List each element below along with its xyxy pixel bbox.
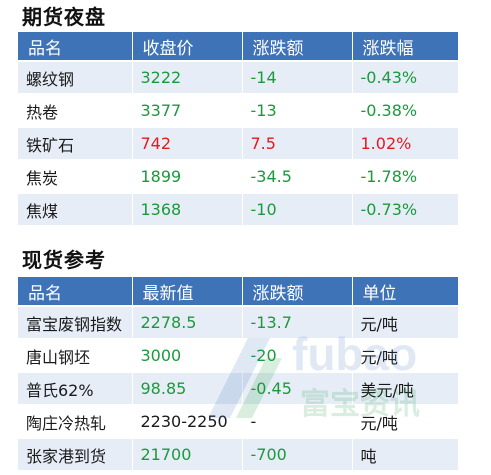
spot-header-row: 品名 最新值 涨跌额 单位	[18, 277, 458, 306]
price-change: 7.5	[241, 126, 352, 160]
table-row: 焦炭 1899 -34.5 -1.78%	[18, 159, 458, 193]
spot-table: 品名 最新值 涨跌额 单位 富宝废钢指数 2278.5 -13.7 元/吨 唐山…	[18, 277, 458, 470]
column-header-name: 品名	[18, 32, 132, 61]
close-price: 1899	[131, 159, 242, 193]
latest-value: 98.85	[131, 371, 242, 405]
price-change-pct: -0.43%	[351, 60, 458, 94]
value-change: -13.7	[241, 305, 352, 339]
table-row: 螺纹钢 3222 -14 -0.43%	[18, 60, 458, 94]
latest-value: 2230-2250	[131, 404, 242, 438]
close-price: 3377	[131, 93, 242, 127]
futures-table: 品名 收盘价 涨跌额 涨跌幅 螺纹钢 3222 -14 -0.43% 热卷 33…	[18, 32, 458, 225]
spot-item-name: 富宝废钢指数	[18, 305, 132, 339]
latest-value: 3000	[131, 338, 242, 372]
price-change: -14	[241, 60, 352, 94]
commodity-name: 焦煤	[18, 192, 132, 225]
price-change-pct: 1.02%	[351, 126, 458, 160]
column-header-latest: 最新值	[131, 277, 242, 306]
commodity-name: 螺纹钢	[18, 60, 132, 94]
price-change-pct: -0.38%	[351, 93, 458, 127]
spot-item-name: 唐山钢坯	[18, 338, 132, 372]
column-header-change: 涨跌额	[241, 32, 352, 61]
unit: 元/吨	[351, 338, 458, 372]
unit: 元/吨	[351, 305, 458, 339]
futures-title: 期货夜盘	[22, 5, 106, 29]
spot-section: 现货参考 品名 最新值 涨跌额 单位 富宝废钢指数 2278.5 -13.7 元…	[18, 240, 458, 470]
price-change: -10	[241, 192, 352, 225]
close-price: 1368	[131, 192, 242, 225]
price-change: -13	[241, 93, 352, 127]
column-header-unit: 单位	[351, 277, 458, 306]
column-header-close: 收盘价	[131, 32, 242, 61]
value-change: -700	[241, 437, 352, 470]
unit: 吨	[351, 437, 458, 470]
spot-title: 现货参考	[22, 248, 106, 272]
value-change: -20	[241, 338, 352, 372]
spot-item-name: 普氏62%	[18, 371, 132, 405]
column-header-change: 涨跌额	[241, 277, 352, 306]
futures-header-row: 品名 收盘价 涨跌额 涨跌幅	[18, 32, 458, 61]
latest-value: 21700	[131, 437, 242, 470]
value-change: -0.45	[241, 371, 352, 405]
table-row: 焦煤 1368 -10 -0.73%	[18, 192, 458, 225]
table-row: 铁矿石 742 7.5 1.02%	[18, 126, 458, 160]
spot-item-name: 陶庄冷热轧	[18, 404, 132, 438]
commodity-name: 焦炭	[18, 159, 132, 193]
table-row: 普氏62% 98.85 -0.45 美元/吨	[18, 371, 458, 405]
close-price: 3222	[131, 60, 242, 94]
column-header-name: 品名	[18, 277, 132, 306]
table-row: 富宝废钢指数 2278.5 -13.7 元/吨	[18, 305, 458, 339]
close-price: 742	[131, 126, 242, 160]
commodity-name: 热卷	[18, 93, 132, 127]
price-change-pct: -0.73%	[351, 192, 458, 225]
latest-value: 2278.5	[131, 305, 242, 339]
table-row: 唐山钢坯 3000 -20 元/吨	[18, 338, 458, 372]
table-row: 热卷 3377 -13 -0.38%	[18, 93, 458, 127]
column-header-pct: 涨跌幅	[351, 32, 458, 61]
price-change: -34.5	[241, 159, 352, 193]
unit: 元/吨	[351, 404, 458, 438]
value-change: -	[241, 404, 352, 438]
price-change-pct: -1.78%	[351, 159, 458, 193]
commodity-name: 铁矿石	[18, 126, 132, 160]
spot-item-name: 张家港到货	[18, 437, 132, 470]
table-row: 张家港到货 21700 -700 吨	[18, 437, 458, 470]
unit: 美元/吨	[351, 371, 458, 405]
table-row: 陶庄冷热轧 2230-2250 - 元/吨	[18, 404, 458, 438]
futures-section: 期货夜盘 品名 收盘价 涨跌额 涨跌幅 螺纹钢 3222 -14 -0.43% …	[18, 0, 458, 225]
